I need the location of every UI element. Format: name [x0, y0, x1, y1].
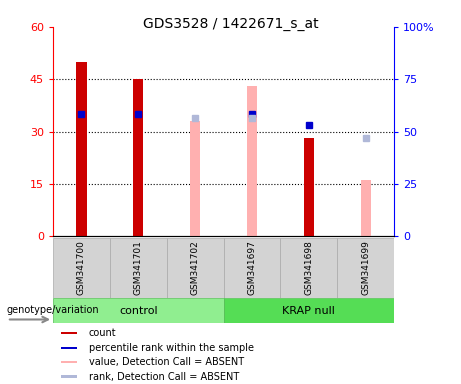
Bar — [61, 347, 77, 349]
Bar — [53, 238, 110, 298]
Bar — [190, 121, 200, 236]
Bar — [224, 238, 280, 298]
Bar — [247, 86, 257, 236]
Text: value, Detection Call = ABSENT: value, Detection Call = ABSENT — [89, 357, 244, 367]
Text: GSM341700: GSM341700 — [77, 240, 86, 295]
Bar — [167, 238, 224, 298]
Text: GDS3528 / 1422671_s_at: GDS3528 / 1422671_s_at — [143, 17, 318, 31]
Text: GSM341702: GSM341702 — [191, 240, 200, 295]
Bar — [304, 139, 314, 236]
Bar — [77, 62, 87, 236]
Text: GSM341701: GSM341701 — [134, 240, 143, 295]
Bar — [337, 238, 394, 298]
Text: count: count — [89, 328, 116, 338]
Bar — [361, 180, 371, 236]
Text: percentile rank within the sample: percentile rank within the sample — [89, 343, 254, 353]
Bar — [110, 238, 167, 298]
Text: GSM341697: GSM341697 — [248, 240, 256, 295]
Bar — [133, 79, 143, 236]
Text: GSM341699: GSM341699 — [361, 240, 370, 295]
Bar — [61, 361, 77, 363]
Bar — [53, 298, 224, 323]
Bar — [280, 238, 337, 298]
Text: GSM341698: GSM341698 — [304, 240, 313, 295]
Bar — [224, 298, 394, 323]
Text: control: control — [119, 306, 158, 316]
Text: KRAP null: KRAP null — [283, 306, 335, 316]
Bar — [61, 332, 77, 334]
Text: genotype/variation: genotype/variation — [7, 305, 100, 315]
Text: rank, Detection Call = ABSENT: rank, Detection Call = ABSENT — [89, 371, 239, 382]
Bar — [61, 376, 77, 377]
